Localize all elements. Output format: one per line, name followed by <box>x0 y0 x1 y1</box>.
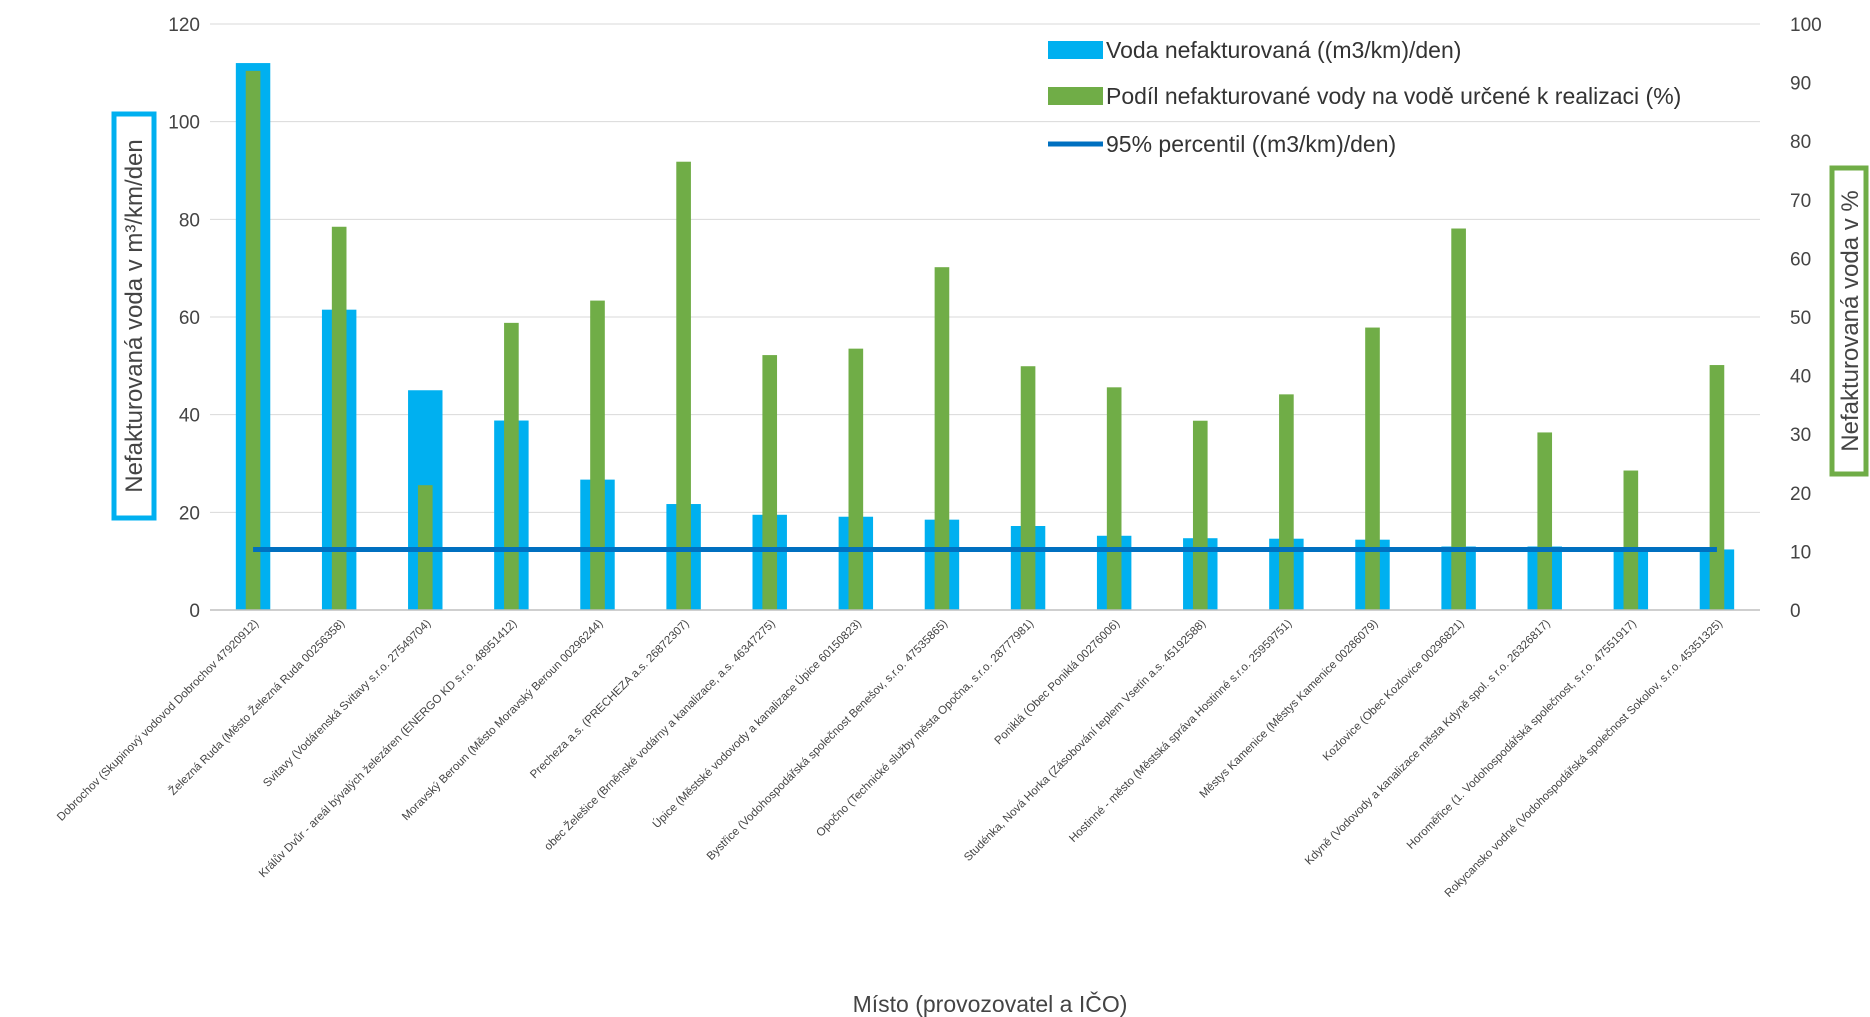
y-tick-label: 120 <box>168 15 200 36</box>
y-axis-title-box <box>111 111 157 521</box>
y2-tick-label: 30 <box>1790 425 1811 446</box>
y-tick-label: 80 <box>179 210 200 231</box>
y-tick-label: 0 <box>189 601 200 622</box>
y2-axis-title-box <box>1829 165 1869 477</box>
bar-share-unbilled <box>934 267 950 610</box>
y2-tick-label: 10 <box>1790 542 1811 563</box>
legend-swatch-share-unbilled <box>1048 87 1103 105</box>
bar-share-unbilled <box>590 300 605 610</box>
category-label: Rokycansko vodné (Vodohospodářská společ… <box>1443 618 1725 900</box>
category-label: Dobrochov (Skupinový vodovod Dobrochov 4… <box>55 618 261 824</box>
bar-share-unbilled <box>1709 365 1725 610</box>
bar-share-unbilled <box>676 161 691 610</box>
y2-tick-label: 20 <box>1790 484 1811 505</box>
y-axis-title: Nefakturovaná voda v m³/km/den <box>121 139 148 493</box>
bar-share-unbilled <box>504 322 519 610</box>
axes: 0 20 40 60 80 100 120 0 10 20 30 40 50 60 70 80 90 100 <box>168 15 1821 622</box>
y2-tick-label: 100 <box>1790 15 1822 36</box>
category-label: Moravský Beroun (Město Moravský Beroun 0… <box>400 618 606 824</box>
legend-label-unbilled-water: Voda nefakturovaná ((m3/km)/den) <box>1106 37 1461 63</box>
category-label: Svitavy (Vodárenská Svitavy s.r.o. 27549… <box>261 618 433 790</box>
category-label: Kozlovice (Obec Kozlovice 00296821) <box>1321 618 1467 764</box>
category-label: Železná Ruda (Město Železná Ruda 0025635… <box>166 617 347 798</box>
bar-share-unbilled <box>762 355 778 610</box>
bar-share-unbilled <box>1537 432 1553 610</box>
bar-share-unbilled <box>331 226 347 611</box>
bar-share-unbilled <box>1623 470 1639 610</box>
legend: Voda nefakturovaná ((m3/km)/den) Podíl n… <box>1048 37 1681 157</box>
bar-share-unbilled <box>1020 366 1036 610</box>
y2-tick-label: 70 <box>1790 191 1811 212</box>
y-tick-label: 60 <box>179 308 200 329</box>
y2-tick-label: 50 <box>1790 308 1811 329</box>
y2-tick-label: 60 <box>1790 249 1811 270</box>
category-label: Precheza a.s. (PRECHEZA a.s. 26872307) <box>528 618 692 782</box>
y-tick-label: 40 <box>179 406 200 427</box>
y2-axis-title: Nefakturovaná voda v % <box>1837 190 1864 451</box>
bar-share-unbilled <box>1365 327 1380 610</box>
y-tick-label: 20 <box>179 503 200 524</box>
bar-share-unbilled <box>1192 420 1208 610</box>
y2-tick-label: 90 <box>1790 74 1811 95</box>
legend-label-share-unbilled: Podíl nefakturované vody na vodě určené … <box>1106 83 1681 109</box>
bar-share-unbilled <box>1451 228 1466 610</box>
y2-tick-label: 80 <box>1790 132 1811 153</box>
category-label: Úpice (Městské vodovody a kanalizace Úpi… <box>650 617 864 831</box>
bar-share-unbilled <box>245 70 261 610</box>
bar-share-unbilled <box>1279 394 1294 610</box>
legend-swatch-unbilled-water <box>1048 41 1103 59</box>
bars <box>235 63 1735 611</box>
y-tick-label: 100 <box>168 113 200 134</box>
y2-tick-label: 40 <box>1790 367 1811 388</box>
x-axis-title: Místo (provozovatel a IČO) <box>853 990 1128 1017</box>
y2-tick-label: 0 <box>1790 601 1801 622</box>
bar-share-unbilled <box>1106 387 1122 610</box>
category-labels: Dobrochov (Skupinový vodovod Dobrochov 4… <box>55 617 1725 900</box>
gridlines <box>210 23 1760 513</box>
bar-share-unbilled <box>848 348 864 610</box>
category-label: Městys Kamenice (Městys Kamenice 0028607… <box>1198 618 1381 801</box>
legend-label-percentile: 95% percentil ((m3/km)/den) <box>1106 131 1396 157</box>
